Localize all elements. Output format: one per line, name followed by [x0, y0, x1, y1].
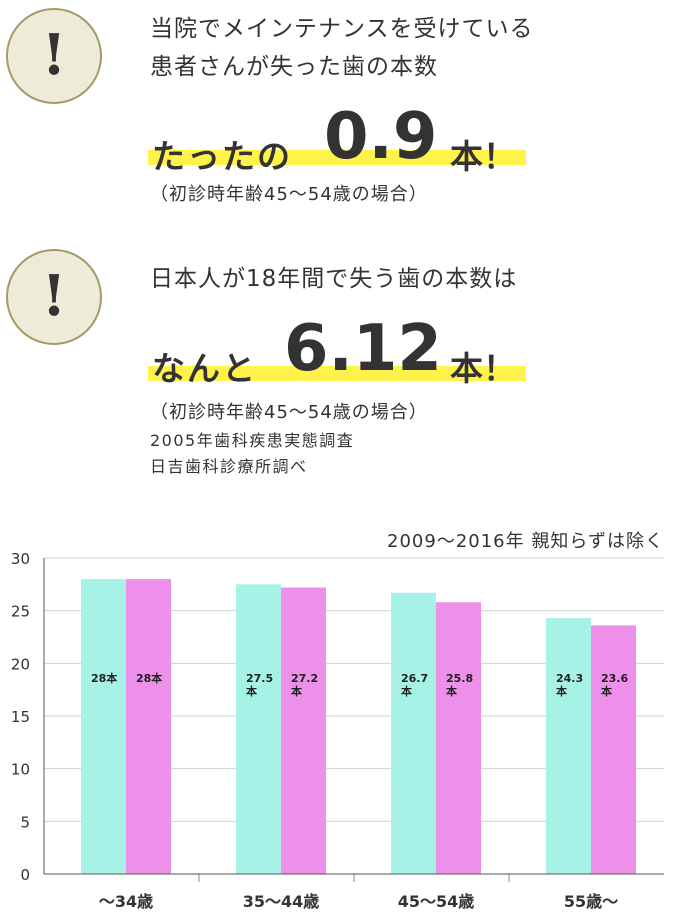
- x-tick-label: 45～54歳: [398, 892, 475, 911]
- highlight-bar: [148, 150, 526, 165]
- exclamation-icon: !: [41, 263, 67, 329]
- bar: [281, 587, 326, 874]
- bar: [546, 618, 591, 874]
- y-tick-label: 0: [20, 866, 30, 884]
- bar: [81, 579, 126, 874]
- big-stat-suffix: 本！: [450, 349, 516, 388]
- headline-line-2: 患者さんが失った歯の本数: [150, 54, 438, 80]
- bar-chart: 0 5 10 15 20 25 30 28本 28本 ～34歳 27.5 本 27.2 本 35～44歳 26…: [11, 550, 664, 911]
- bar: [436, 602, 481, 874]
- y-tick-label: 10: [11, 761, 30, 779]
- bar-value-label: 24.3 本: [556, 672, 583, 698]
- big-stat-number: 0.9: [324, 100, 438, 174]
- y-tick-label: 15: [11, 708, 30, 726]
- chart-note: 2009～2016年 親知らずは除く: [387, 531, 664, 552]
- headline: 日本人が18年間で失う歯の本数は: [150, 266, 518, 292]
- big-stat-prefix: なんと: [152, 349, 257, 388]
- x-tick-label: ～34歳: [99, 892, 153, 911]
- highlight-bar: [148, 366, 526, 381]
- bar: [236, 584, 281, 874]
- exclamation-badge-icon: !: [6, 249, 102, 345]
- big-stat-suffix: 本！: [450, 137, 516, 176]
- bar-value-label: 23.6 本: [601, 672, 628, 698]
- bar: [126, 579, 171, 874]
- big-stat-prefix: たったの: [152, 137, 292, 176]
- y-tick-label: 25: [11, 603, 30, 621]
- bar-value-label: 27.5 本: [246, 672, 273, 698]
- big-stat-number: 6.12: [284, 312, 442, 386]
- y-tick-label: 5: [20, 813, 30, 831]
- headline-line-1: 当院でメインテナンスを受けている: [150, 16, 534, 42]
- exclamation-badge-icon: !: [6, 8, 102, 104]
- bar-value-label: 27.2 本: [291, 672, 318, 698]
- condition-note: （初診時年齢45～54歳の場合）: [150, 184, 428, 205]
- exclamation-icon: !: [41, 22, 67, 88]
- bar-value-label: 26.7 本: [401, 672, 428, 698]
- x-tick-label: 55歳～: [564, 892, 618, 911]
- y-tick-label: 30: [11, 550, 30, 568]
- y-tick-label: 20: [11, 655, 30, 673]
- x-tick-label: 35～44歳: [243, 892, 320, 911]
- bar-value-label: 28本: [91, 671, 117, 685]
- bar-value-label: 25.8 本: [446, 672, 473, 698]
- bar: [391, 592, 436, 874]
- bar: [591, 625, 636, 874]
- source-line-1: 2005年歯科疾患実態調査: [150, 431, 355, 450]
- bar-value-label: 28本: [136, 671, 162, 685]
- condition-note: （初診時年齢45～54歳の場合）: [150, 402, 428, 423]
- source-line-2: 日吉歯科診療所調べ: [150, 457, 308, 476]
